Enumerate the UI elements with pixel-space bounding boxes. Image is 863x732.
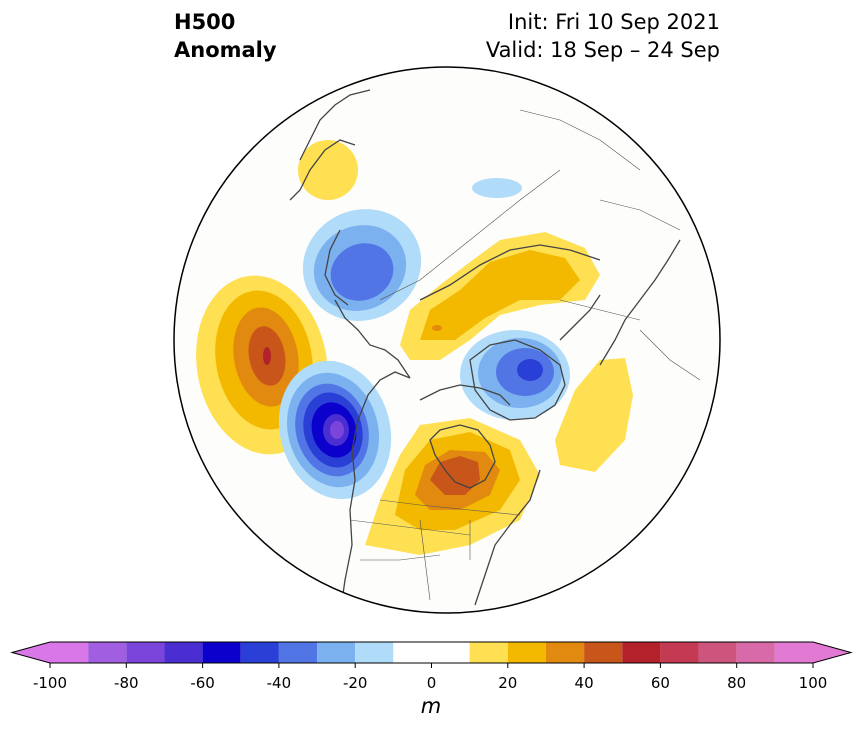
- colorbar-cell: [88, 642, 127, 663]
- anomaly-northern-russia-positive: [400, 232, 600, 360]
- kind-label: Anomaly: [174, 38, 277, 62]
- colorbar-tick-label: 60: [650, 674, 670, 692]
- colorbar-tick-label: 20: [498, 674, 518, 692]
- forecast-dates: Init: Fri 10 Sep 2021 Valid: 18 Sep – 24…: [486, 8, 720, 64]
- polar-map: [173, 66, 721, 614]
- init-date: Init: Fri 10 Sep 2021: [507, 10, 720, 34]
- colorbar-tick-label: 100: [798, 674, 828, 692]
- colorbar-extend-max: [813, 642, 851, 663]
- colorbar-cell: [393, 642, 470, 663]
- colorbar-cell: [698, 642, 737, 663]
- colorbar-tick-label: -100: [32, 674, 68, 692]
- colorbar-cell: [50, 642, 89, 663]
- anomaly-gulf-of-alaska-negative: [278, 360, 392, 500]
- variable-label: H500: [174, 10, 236, 34]
- map-boundary: [173, 66, 721, 614]
- colorbar-cell: [317, 642, 356, 663]
- colorbar-tick-label: -20: [342, 674, 368, 692]
- valid-range: Valid: 18 Sep – 24 Sep: [485, 38, 720, 62]
- anomaly-bering-negative: [302, 209, 422, 321]
- colorbar: [10, 641, 853, 668]
- colorbar-cell: [660, 642, 699, 663]
- colorbar-ticks: [49, 663, 814, 668]
- colorbar-cell: [507, 642, 546, 663]
- anomaly-okhotsk-positive: [298, 140, 358, 200]
- chart-title: H500 Anomaly: [174, 8, 277, 64]
- colorbar-cell: [126, 642, 165, 663]
- colorbar-unit: m: [420, 694, 442, 718]
- colorbar-cell: [774, 642, 813, 663]
- colorbar-cell: [469, 642, 508, 663]
- country-borders: [349, 109, 701, 601]
- colorbar-tick-label: 40: [574, 674, 594, 692]
- colorbar-extend-min: [12, 642, 50, 663]
- colorbar-cell: [240, 642, 279, 663]
- map-disc: [174, 67, 720, 613]
- colorbar-cell: [164, 642, 203, 663]
- colorbar-cell: [355, 642, 394, 663]
- anomaly-arctic-negative: [472, 178, 522, 198]
- colorbar-cell: [584, 642, 623, 663]
- anomaly-greenland-negative: [460, 330, 570, 420]
- colorbar-cells: [10, 641, 853, 664]
- colorbar-cell: [202, 642, 241, 663]
- coastlines: [289, 89, 681, 613]
- colorbar-cell: [545, 642, 585, 663]
- colorbar-cell: [622, 642, 661, 663]
- anomaly-north-atlantic-positive: [555, 358, 633, 472]
- colorbar-tick-label: -40: [266, 674, 292, 692]
- colorbar-tick-label: -80: [114, 674, 139, 692]
- colorbar-tick-label: 80: [727, 674, 747, 692]
- colorbar-cell: [736, 642, 775, 663]
- colorbar-tick-label: 0: [426, 674, 437, 692]
- colorbar-tick-label: -60: [190, 674, 215, 692]
- colorbar-cell: [278, 642, 318, 663]
